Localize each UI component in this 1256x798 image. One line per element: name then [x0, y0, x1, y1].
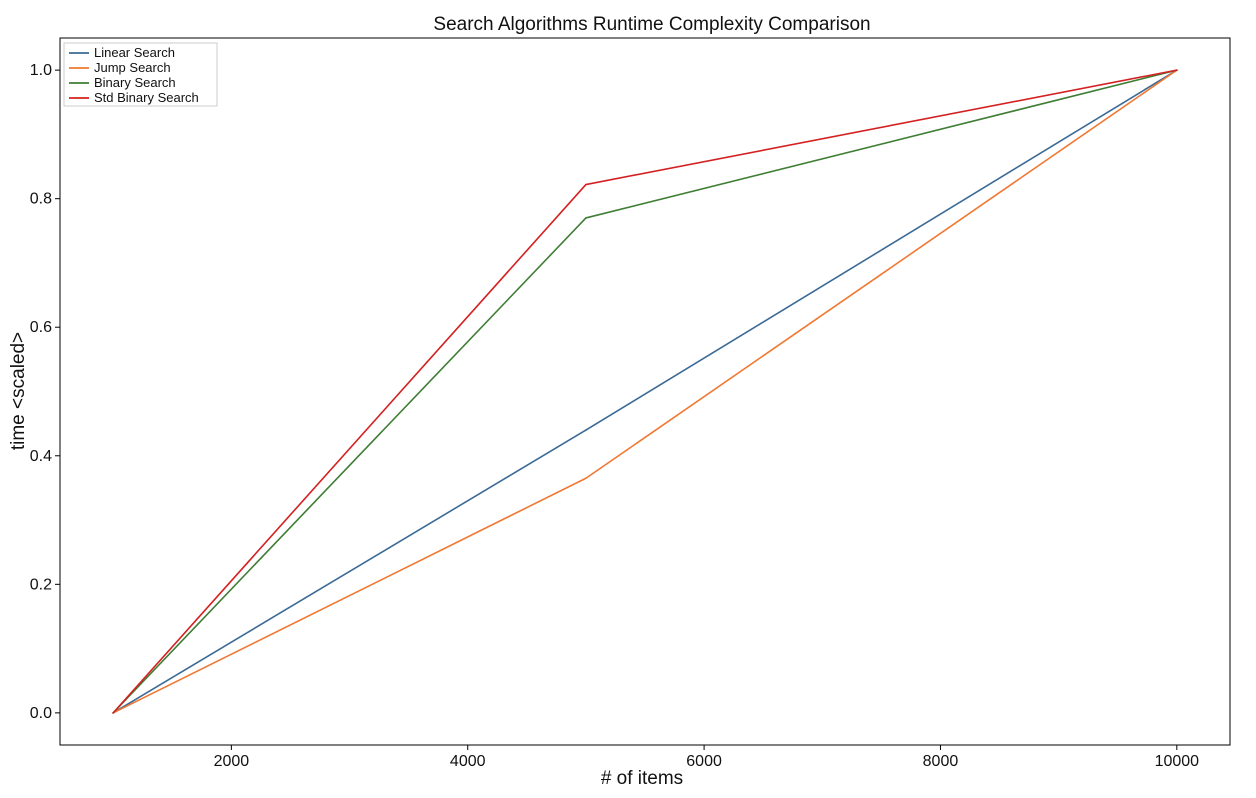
y-axis: 0.0 0.2 0.4 0.6 0.8 1.0 — [30, 62, 60, 722]
legend-label: Binary Search — [94, 75, 176, 90]
x-axis-label: # of items — [601, 768, 683, 789]
x-axis: 2000 4000 6000 8000 10000 — [214, 745, 1200, 770]
x-tick-label: 8000 — [923, 753, 959, 770]
y-tick-label: 0.4 — [30, 448, 52, 465]
y-axis-label: time <scaled> — [8, 332, 29, 450]
series-point — [112, 712, 114, 714]
x-tick-label: 6000 — [686, 753, 722, 770]
legend-box — [63, 42, 218, 107]
y-tick-label: 0.8 — [30, 191, 52, 208]
legend-label: Std Binary Search — [94, 90, 199, 105]
chart-title: Search Algorithms Runtime Complexity Com… — [433, 14, 870, 35]
x-tick-label: 10000 — [1155, 753, 1200, 770]
series-point — [585, 217, 587, 219]
series-point — [585, 429, 587, 431]
x-tick-label: 2000 — [214, 753, 250, 770]
series-line-linear-search — [112, 69, 1178, 714]
y-tick-label: 1.0 — [30, 62, 52, 79]
y-tick-label: 0.2 — [30, 576, 52, 593]
series-point — [1176, 69, 1178, 71]
y-tick-label: 0.6 — [30, 319, 52, 336]
y-tick-label: 0.0 — [30, 705, 52, 722]
plot-area-frame — [59, 37, 1231, 746]
series-point — [585, 183, 587, 186]
series-point — [585, 477, 587, 480]
legend-label: Linear Search — [94, 45, 175, 60]
series-layer — [112, 69, 1178, 714]
legend-label: Jump Search — [94, 60, 171, 75]
x-tick-label: 4000 — [450, 753, 486, 770]
